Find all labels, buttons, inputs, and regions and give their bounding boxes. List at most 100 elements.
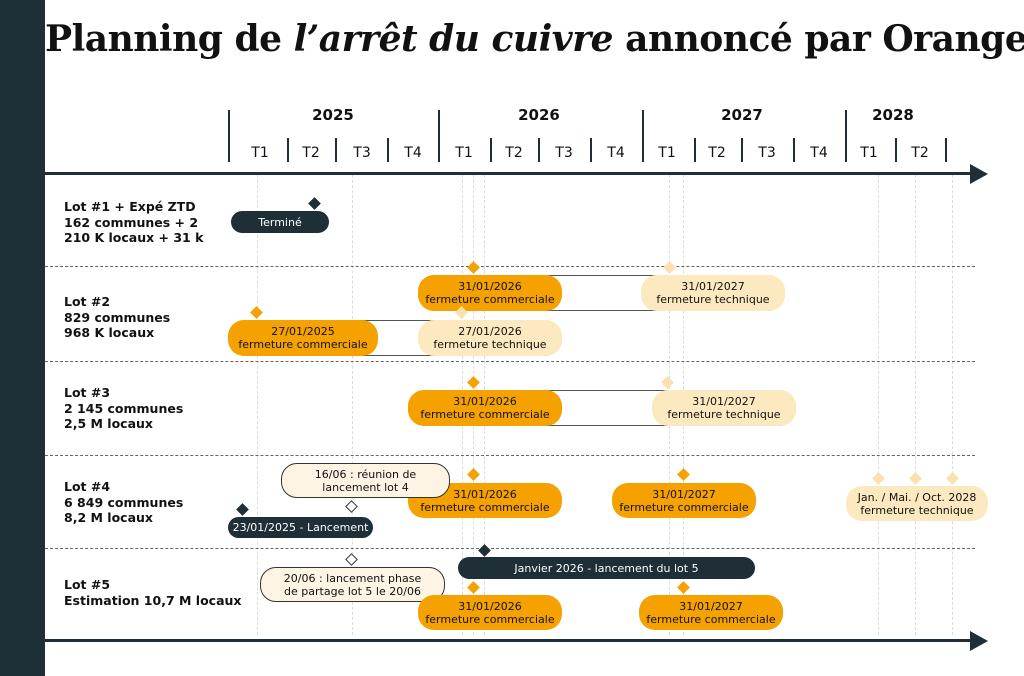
milestone-diamond-icon [250, 306, 263, 319]
row-separator [45, 361, 975, 362]
lot-label-line: Lot #2 [64, 294, 111, 309]
quarter-tick [287, 138, 289, 162]
pill-date: Jan. / Mai. / Oct. 2028 [857, 490, 977, 504]
quarter-label: T2 [302, 145, 320, 161]
milestone-diamond-icon [345, 553, 358, 566]
page-title: Planning de l’arrêt du cuivre annoncé pa… [45, 18, 1024, 60]
lot-label-3: Lot #3 2 145 communes 2,5 M locaux [64, 385, 183, 432]
milestone-diamond-icon [467, 261, 480, 274]
lot-label-4: Lot #4 6 849 communes 8,2 M locaux [64, 479, 183, 526]
milestone-diamond-icon [467, 376, 480, 389]
lot-label-line: 162 communes + 2 [64, 214, 199, 230]
closure-commercial-pill: 31/01/2026 fermeture commerciale [408, 390, 562, 426]
pill-date: 31/01/2027 [692, 395, 756, 408]
quarter-label: T1 [658, 145, 676, 161]
launch-pill: 23/01/2025 - Lancement [228, 517, 373, 538]
pill-line: 16/06 : réunion de [314, 467, 417, 481]
closure-commercial-pill: 31/01/2027 fermeture commerciale [612, 483, 756, 518]
lot-label-line: Lot #4 [64, 479, 111, 494]
closure-commercial-pill: 31/01/2027 fermeture commerciale [639, 595, 783, 630]
lot-label-line: 6 849 communes [64, 494, 184, 510]
lot-label-2: Lot #2 829 communes 968 K locaux [64, 294, 170, 341]
quarter-tick [694, 138, 696, 162]
pill-label: fermeture commerciale [646, 612, 776, 626]
title-part1: Planning de [45, 18, 294, 60]
year-tick [438, 110, 440, 162]
lot-label-line: Estimation 10,7 M locaux [64, 592, 242, 608]
quarter-tick [741, 138, 743, 162]
pill-text: 23/01/2025 - Lancement [232, 521, 369, 534]
guide-line [952, 175, 953, 635]
quarter-tick [590, 138, 592, 162]
lot-label-line: Lot #3 [64, 385, 111, 400]
year-tick [845, 110, 847, 162]
note-pill: 16/06 : réunion de lancement lot 4 [281, 463, 450, 498]
note-pill: 20/06 : lancement phase de partage lot 5… [260, 567, 445, 602]
lot-label-line: 8,2 M locaux [64, 510, 153, 525]
pill-label: fermeture technique [860, 503, 974, 517]
quarter-tick [387, 138, 389, 162]
bottom-axis-line [45, 639, 973, 642]
closure-commercial-pill: 31/01/2026 fermeture commerciale [418, 275, 562, 311]
milestone-diamond-icon [467, 468, 480, 481]
row-separator [45, 455, 975, 456]
milestone-diamond-icon [872, 472, 885, 485]
pill-label: fermeture commerciale [238, 338, 368, 351]
guide-line [257, 175, 258, 635]
title-part2: annoncé par Orange [613, 18, 1024, 60]
guide-line [878, 175, 879, 635]
quarter-label: T2 [505, 145, 523, 161]
top-axis-line [45, 172, 973, 175]
quarter-label: T1 [455, 145, 473, 161]
pill-date: 31/01/2027 [679, 599, 743, 613]
pill-line: lancement lot 4 [322, 480, 409, 494]
title-italic: l’arrêt du cuivre [293, 18, 614, 60]
quarter-label: T2 [911, 145, 929, 161]
lot-label-line: 2 145 communes [64, 400, 184, 416]
lot-label-line: Lot #5 [64, 577, 111, 592]
lot-label-line: 210 K locaux + 31 k [64, 230, 204, 245]
quarter-label: T2 [708, 145, 726, 161]
status-done-pill: Terminé [231, 211, 329, 233]
milestone-diamond-icon [677, 581, 690, 594]
milestone-diamond-icon [661, 376, 674, 389]
pill-text: Janvier 2026 - lancement du lot 5 [514, 561, 699, 575]
year-tick [228, 110, 230, 162]
milestone-diamond-icon [345, 500, 358, 513]
pill-label: fermeture technique [667, 408, 781, 421]
closure-commercial-pill: 31/01/2026 fermeture commerciale [418, 595, 562, 630]
quarter-tick [538, 138, 540, 162]
quarter-label: T4 [404, 145, 422, 161]
guide-line [915, 175, 916, 635]
milestone-diamond-icon [236, 503, 249, 516]
lot-label-line: 2,5 M locaux [64, 416, 153, 431]
lot-label-line: 829 communes [64, 309, 171, 325]
quarter-tick [335, 138, 337, 162]
pill-date: 31/01/2026 [458, 599, 522, 613]
pill-label: fermeture commerciale [420, 500, 550, 514]
pill-date: 31/01/2027 [681, 280, 745, 293]
milestone-diamond-icon [663, 261, 676, 274]
pill-line: 20/06 : lancement phase [283, 571, 422, 585]
quarter-label: T3 [555, 145, 573, 161]
pill-date: 31/01/2026 [453, 487, 517, 501]
milestone-diamond-icon [677, 468, 690, 481]
guide-line [352, 175, 353, 635]
pill-label: fermeture commerciale [619, 500, 749, 514]
row-separator [45, 266, 975, 267]
closure-technical-pill: 31/01/2027 fermeture technique [641, 275, 785, 311]
year-label: 2028 [872, 106, 914, 124]
quarter-label: T4 [607, 145, 625, 161]
quarter-tick [490, 138, 492, 162]
milestone-diamond-icon [308, 197, 321, 210]
pill-label: fermeture commerciale [425, 293, 555, 306]
closure-technical-pill: Jan. / Mai. / Oct. 2028 fermeture techni… [846, 486, 988, 521]
year-label: 2025 [312, 106, 354, 124]
closure-technical-pill: 31/01/2027 fermeture technique [652, 390, 796, 426]
milestone-diamond-icon [467, 581, 480, 594]
pill-date: 31/01/2027 [652, 487, 716, 501]
lot-label-line: Lot #1 + Expé ZTD [64, 199, 196, 214]
lot-label-5: Lot #5 Estimation 10,7 M locaux [64, 577, 241, 608]
arrow-right-icon [970, 631, 988, 651]
arrow-right-icon [970, 164, 988, 184]
